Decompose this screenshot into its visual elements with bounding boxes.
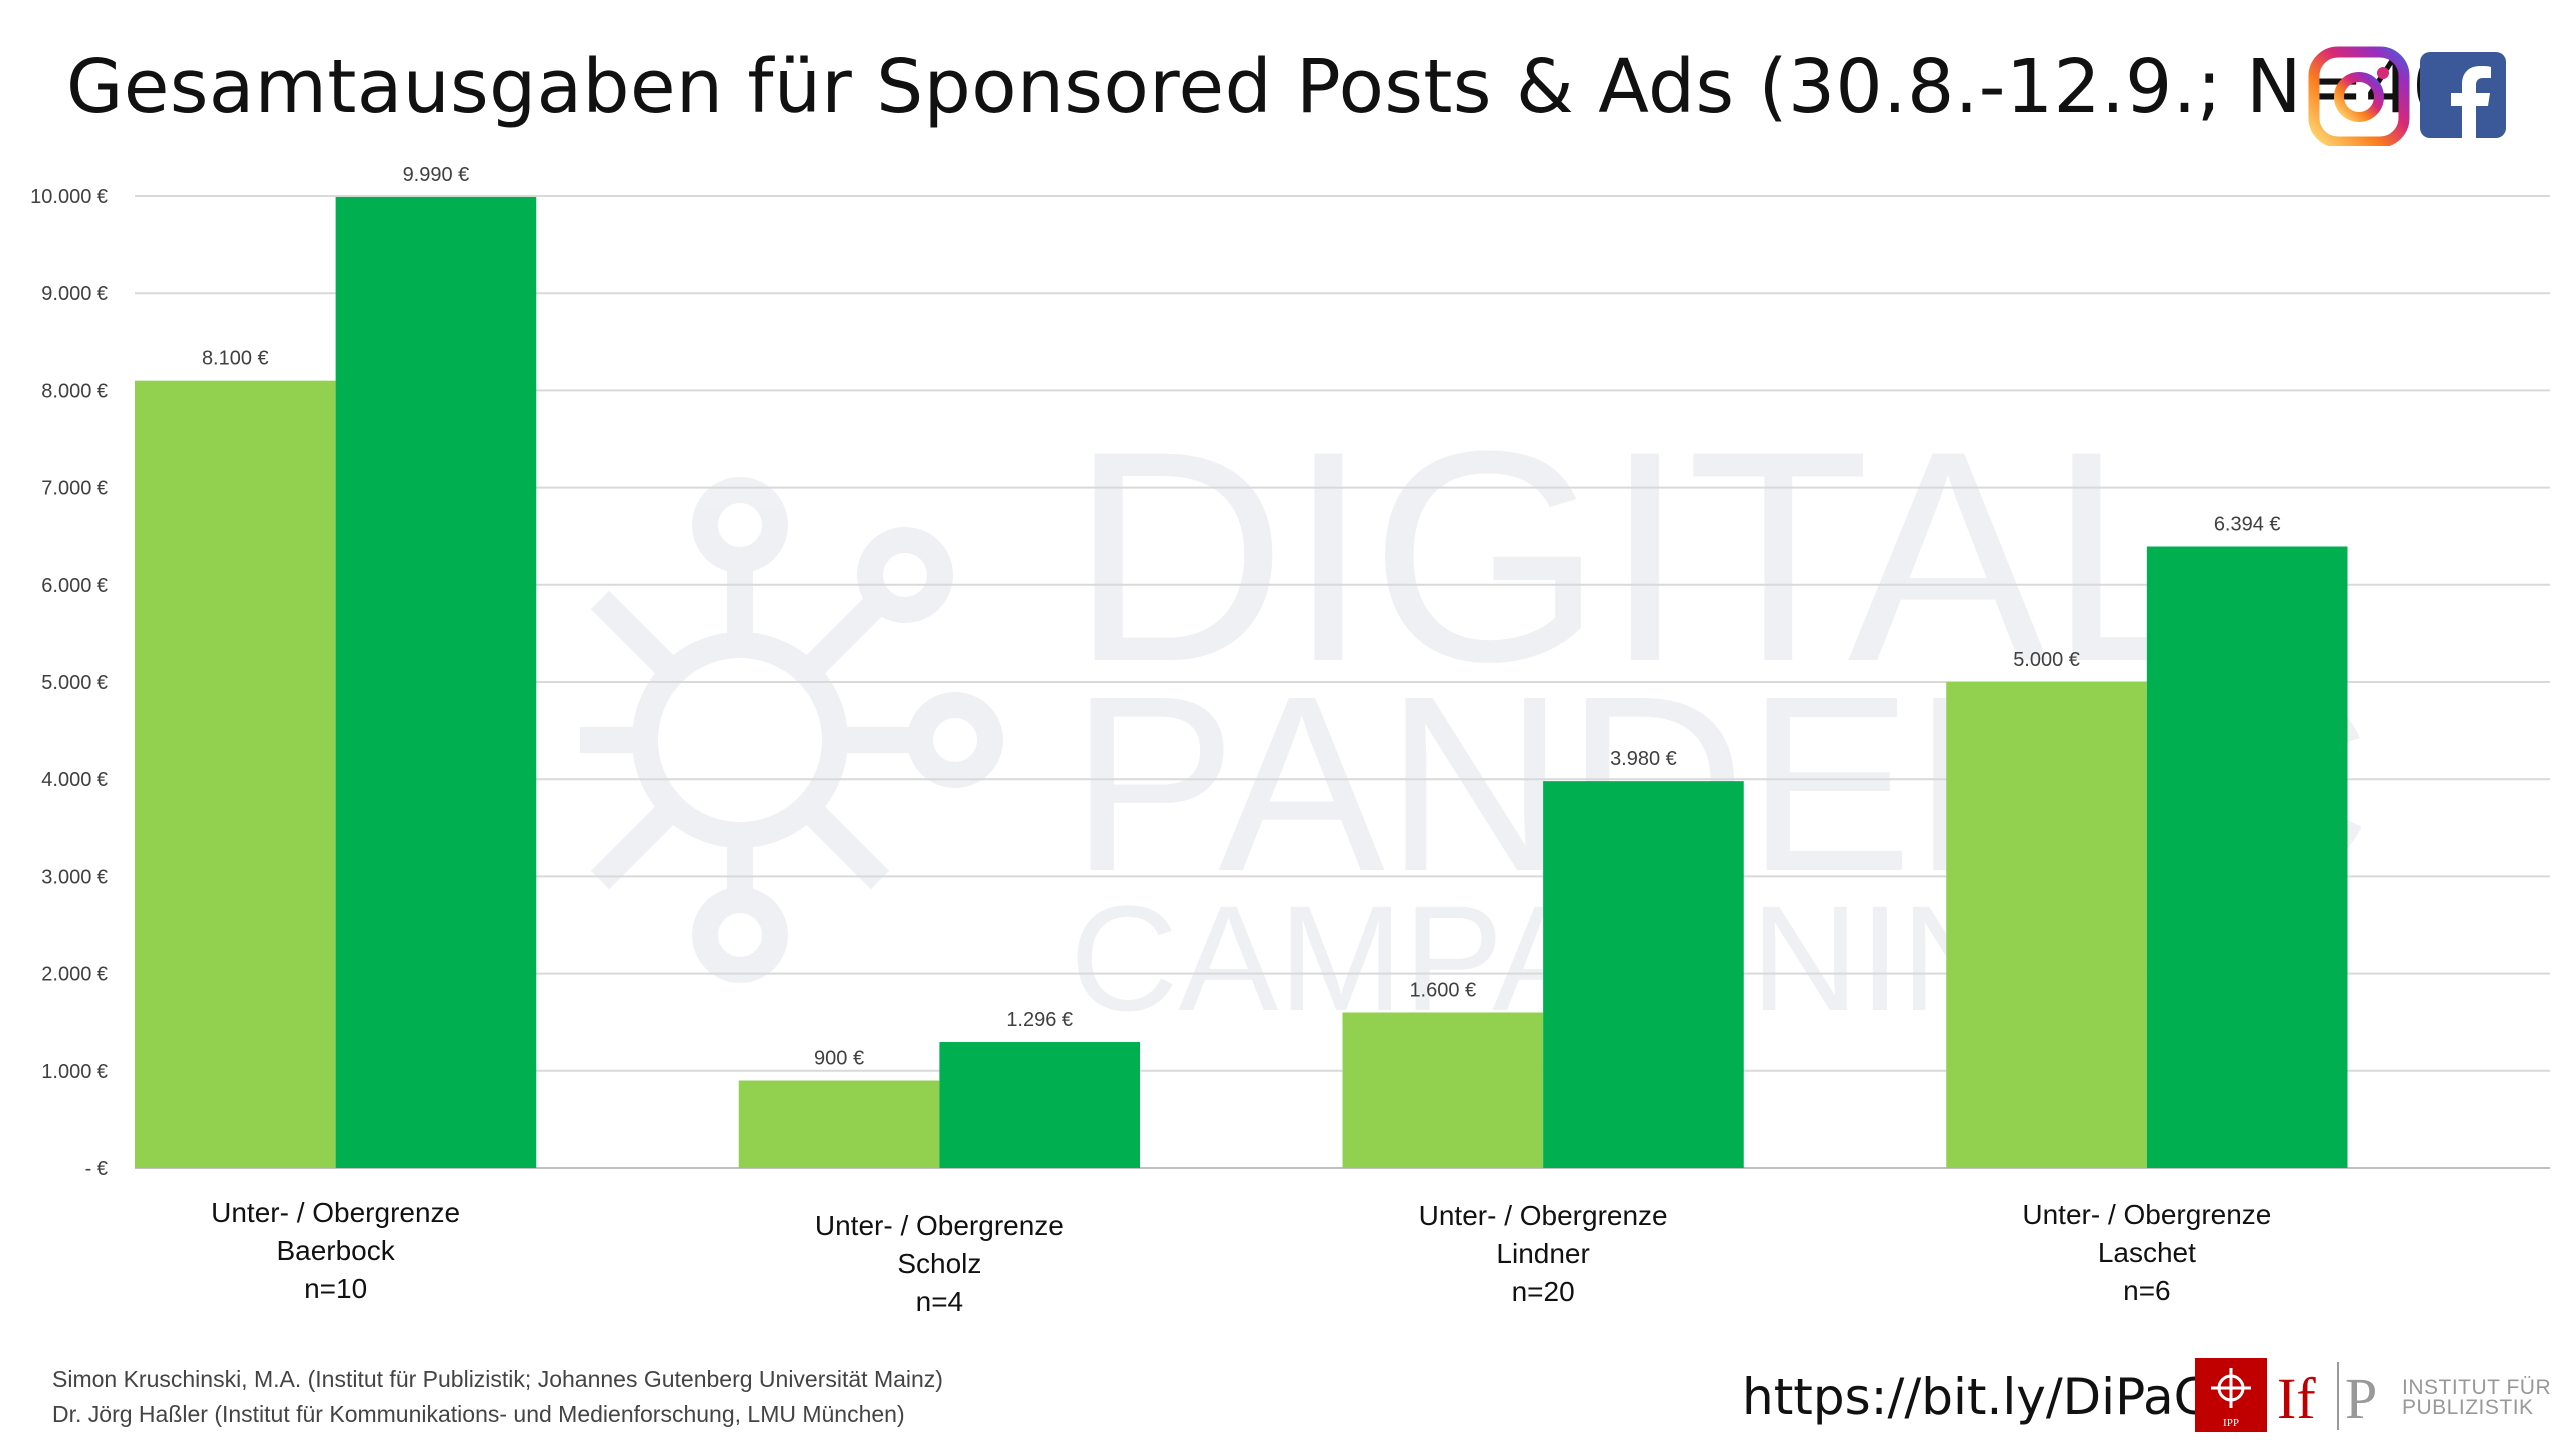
institute-logo: IPP If P <box>2195 1358 2377 1432</box>
bar-value-label: 6.394 € <box>2214 514 2281 536</box>
category-label: Unter- / Obergrenze <box>2022 1199 2271 1230</box>
category-label: Lindner <box>1496 1238 1589 1269</box>
y-tick-label: 7.000 € <box>41 478 108 500</box>
institute-name-line2: PUBLIZISTIK <box>2402 1396 2534 1419</box>
instagram-icon <box>2308 46 2410 146</box>
institute-name-line1: INSTITUT FÜR <box>2402 1376 2552 1399</box>
y-tick-label: 5.000 € <box>41 672 108 694</box>
bar <box>738 1080 940 1168</box>
bar <box>1946 682 2147 1168</box>
bar <box>1342 1012 1544 1168</box>
category-label: Unter- / Obergrenze <box>1419 1200 1668 1231</box>
institute-name: INSTITUT FÜR PUBLIZISTIK <box>2402 1376 2552 1419</box>
p-mark: P <box>2345 1366 2377 1431</box>
credits: Simon Kruschinski, M.A. (Institut für Pu… <box>52 1362 943 1432</box>
page-title: Gesamtausgaben für Sponsored Posts & Ads… <box>66 44 2490 130</box>
bar <box>2146 546 2348 1168</box>
category-label: Laschet <box>2098 1237 2196 1268</box>
y-tick-label: 10.000 € <box>30 186 108 208</box>
category-label: n=20 <box>1512 1276 1575 1307</box>
bar-value-label: 1.600 € <box>1409 979 1476 1001</box>
credit-line: Simon Kruschinski, M.A. (Institut für Pu… <box>52 1366 943 1392</box>
y-tick-label: 6.000 € <box>41 575 108 597</box>
bar-value-label: 900 € <box>814 1048 864 1070</box>
y-tick-label: 2.000 € <box>41 964 108 986</box>
bar-value-label: 1.296 € <box>1006 1009 1073 1031</box>
social-logos <box>2308 46 2506 146</box>
y-tick-label: 1.000 € <box>41 1061 108 1083</box>
y-tick-label: - € <box>85 1158 108 1180</box>
bar <box>939 1042 1141 1168</box>
category-label: Scholz <box>897 1248 981 1279</box>
credit-line: Dr. Jörg Haßler (Institut für Kommunikat… <box>52 1401 905 1427</box>
watermark-line1: DIGITAL <box>1070 388 2215 724</box>
y-tick-label: 3.000 € <box>41 866 108 888</box>
bar <box>335 196 537 1169</box>
bar-value-label: 3.980 € <box>1610 748 1677 770</box>
ipp-label: IPP <box>2223 1417 2239 1429</box>
bar-value-label: 9.990 € <box>403 164 470 186</box>
y-tick-label: 9.000 € <box>41 283 108 305</box>
project-link[interactable]: https://bit.ly/DiPaCa <box>1742 1368 2240 1426</box>
y-tick-label: 4.000 € <box>41 769 108 791</box>
ipp-logo: IPP <box>2195 1358 2267 1432</box>
category-label: n=10 <box>304 1273 367 1304</box>
y-tick-label: 8.000 € <box>41 380 108 402</box>
bar-value-label: 5.000 € <box>2013 649 2080 671</box>
category-label: Unter- / Obergrenze <box>211 1197 460 1228</box>
category-label: Unter- / Obergrenze <box>815 1210 1064 1241</box>
bar <box>135 380 336 1168</box>
if-mark: If <box>2277 1366 2316 1431</box>
category-label: Baerbock <box>276 1235 395 1266</box>
category-label: n=6 <box>2123 1275 2171 1306</box>
category-label: n=4 <box>916 1286 964 1317</box>
bar-value-label: 8.100 € <box>202 348 269 370</box>
facebook-icon <box>2420 52 2506 138</box>
bar <box>1543 781 1744 1168</box>
